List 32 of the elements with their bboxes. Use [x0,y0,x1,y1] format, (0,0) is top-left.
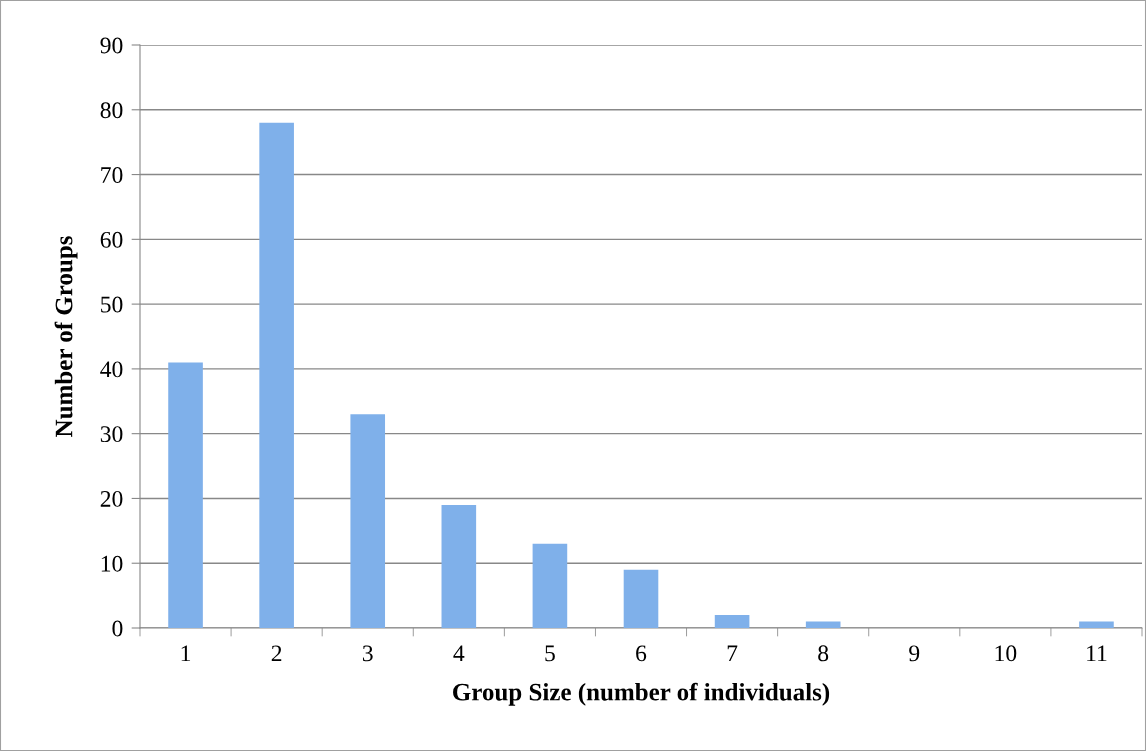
y-tick-label: 40 [100,361,123,378]
x-tick-label: 1 [181,645,191,662]
x-tick-label: 6 [636,645,647,662]
bar [441,504,477,628]
y-tick-label: 80 [100,102,123,119]
x-axis-title: Group Size (number of individuals) [453,682,830,706]
y-tick-label: 60 [100,231,123,248]
y-tick-label: 20 [100,490,123,507]
y-tick-label: 90 [100,37,123,54]
x-tick-label: 4 [453,645,465,662]
x-tick-label: 7 [727,645,738,662]
y-tick-label: 10 [101,555,123,572]
bar [532,543,568,628]
x-tick-label: 8 [818,645,829,662]
y-tick-label: 30 [100,426,123,443]
x-tick-label: 11 [1087,645,1107,662]
bar [714,615,750,628]
bar [1079,621,1114,628]
y-tick-label: 70 [101,167,123,183]
x-tick-label: 2 [271,645,282,662]
bar [805,621,841,628]
bar [168,362,203,628]
y-tick-label: 0 [112,620,123,637]
x-tick-label: 5 [545,645,555,662]
y-axis-title: Number of Groups [54,236,78,437]
bar [350,414,386,628]
bar [623,569,659,628]
x-tick-label: 9 [909,645,920,662]
bar [259,122,294,628]
x-tick-label: 10 [995,645,1017,662]
x-tick-label: 3 [362,645,373,662]
y-tick-label: 50 [101,296,123,313]
